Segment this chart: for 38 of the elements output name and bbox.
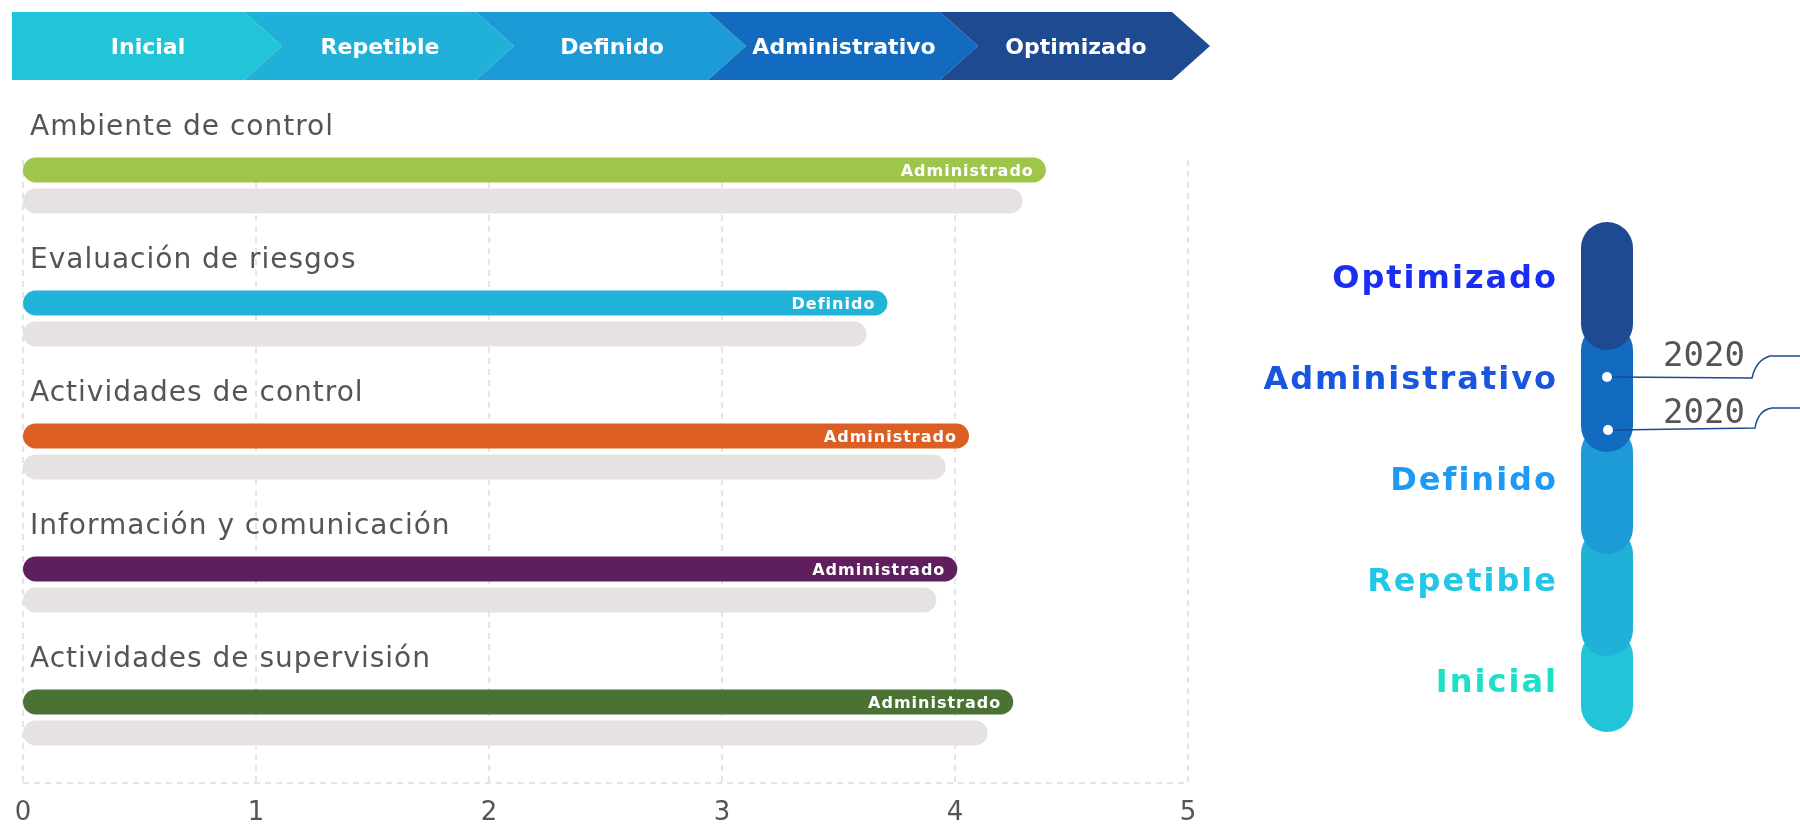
text: Optimizado bbox=[1332, 258, 1558, 296]
bar bbox=[23, 157, 1046, 183]
data-label: Administrado bbox=[812, 560, 946, 579]
bar bbox=[23, 454, 946, 480]
text: Administrativo bbox=[752, 34, 936, 59]
data-label: Administrado bbox=[868, 693, 1002, 712]
y-tick-label: Actividades de control bbox=[30, 375, 364, 408]
x-tick-label: 4 bbox=[946, 796, 964, 826]
bar bbox=[23, 689, 1014, 715]
text: Repetible bbox=[1367, 561, 1558, 599]
bar bbox=[23, 321, 867, 347]
text: Repetible bbox=[320, 34, 440, 59]
bar bbox=[23, 188, 1023, 214]
bar bbox=[23, 587, 937, 613]
bar bbox=[23, 290, 888, 316]
text: Inicial bbox=[110, 34, 186, 59]
x-tick-label: 3 bbox=[713, 796, 731, 826]
bar bbox=[23, 720, 988, 746]
data-label: Administrado bbox=[900, 161, 1034, 180]
x-tick-label: 2 bbox=[480, 796, 498, 826]
y-tick-label: Ambiente de control bbox=[30, 109, 335, 142]
x-tick-label: 1 bbox=[247, 796, 265, 826]
text: Definido bbox=[1390, 460, 1558, 498]
text: Inicial bbox=[1435, 662, 1558, 700]
y-tick-label: Evaluación de riesgos bbox=[30, 242, 357, 275]
text: 2020 bbox=[1663, 334, 1745, 374]
text: Definido bbox=[560, 34, 664, 59]
data-label: Administrado bbox=[823, 427, 957, 446]
data-label: Definido bbox=[791, 294, 876, 313]
bar bbox=[23, 423, 969, 449]
bar bbox=[23, 556, 958, 582]
x-tick-label: 5 bbox=[1179, 796, 1197, 826]
text: Administrativo bbox=[1263, 359, 1558, 397]
text: 2020 bbox=[1663, 391, 1745, 431]
text: Optimizado bbox=[1005, 34, 1147, 59]
x-tick-label: 0 bbox=[14, 796, 32, 826]
y-tick-label: Actividades de supervisión bbox=[30, 641, 431, 674]
y-tick-label: Información y comunicación bbox=[30, 508, 451, 541]
